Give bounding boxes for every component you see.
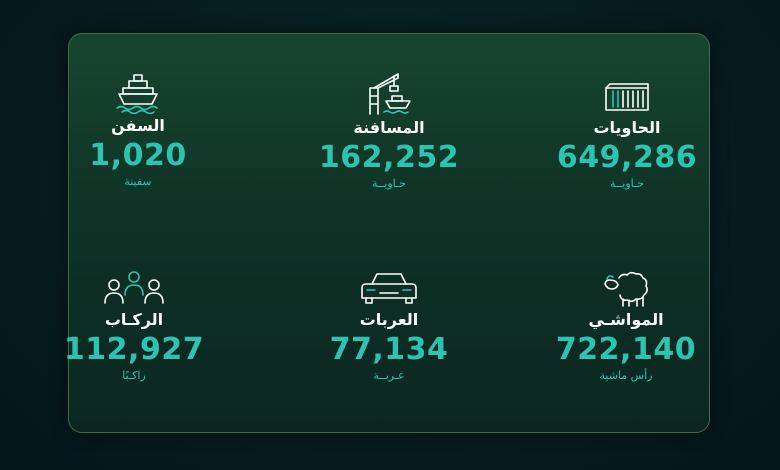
ship-icon [116,74,158,114]
stat-containers: الحاويات 649,286 حـاويــة [527,72,727,191]
stat-label: الحاويات [593,118,661,137]
stat-label: المسافنة [353,118,425,137]
stat-label: المواشـي [588,310,664,329]
stat-label: العربات [359,310,419,329]
passengers-icon [104,271,164,304]
stat-ships: السفن 1,020 سفينة [38,72,238,189]
stat-transshipment: المسافنة 162,252 حـاويــة [289,72,489,191]
port-crane-icon [369,73,411,115]
stat-unit: راكـبًا [122,369,146,382]
stat-passengers: الركـاب 112,927 راكـبًا [34,268,234,383]
stat-label: السفن [111,116,165,135]
stats-card: السفن 1,020 سفينة المسافنة 162,252 حـاوي… [64,33,710,433]
stat-value: 162,252 [318,140,460,175]
stat-unit: عـربــة [373,369,405,382]
car-icon [361,273,417,304]
sheep-icon [604,271,648,307]
stat-unit: حـاويــة [609,177,645,190]
stat-value: 649,286 [556,140,698,175]
stat-label: الركـاب [104,310,164,329]
stat-unit: سفينة [124,175,152,188]
stat-value: 722,140 [555,332,697,367]
stat-value: 1,020 [89,138,187,173]
stat-unit: رأس ماشية [599,369,653,382]
stat-value: 112,927 [63,332,205,367]
stat-vehicles: العربات 77,134 عـربــة [289,268,489,383]
container-icon [605,83,649,111]
stat-unit: حـاويــة [371,177,407,190]
stat-livestock: المواشـي 722,140 رأس ماشية [526,268,726,383]
stat-value: 77,134 [329,332,449,367]
